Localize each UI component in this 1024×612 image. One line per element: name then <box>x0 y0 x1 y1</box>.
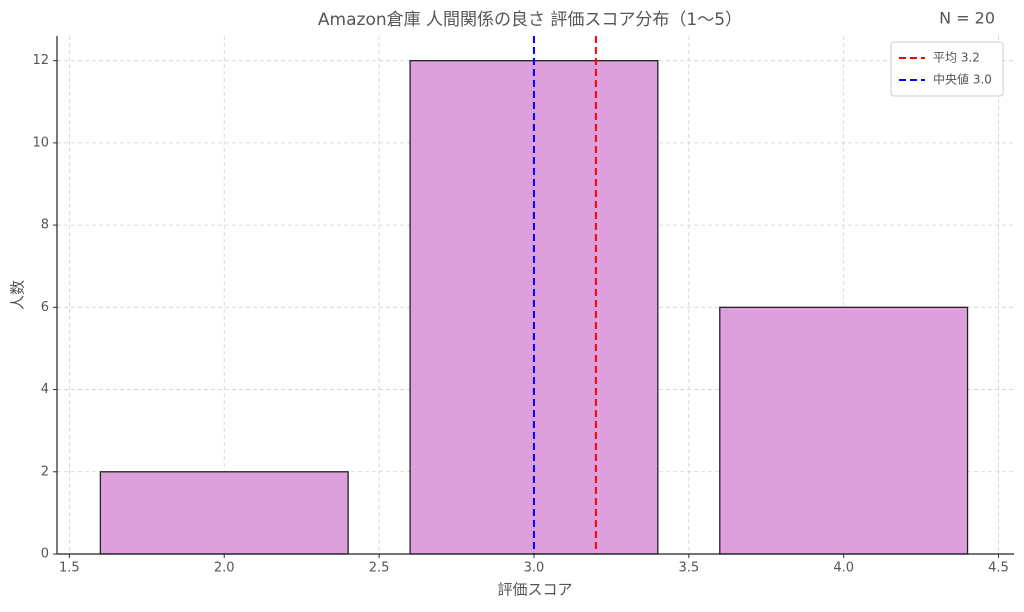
y-tick-label: 8 <box>41 218 49 233</box>
x-tick-label: 1.5 <box>59 561 80 576</box>
x-tick-label: 3.0 <box>524 561 545 576</box>
legend-box <box>890 41 1004 97</box>
y-tick-label: 2 <box>41 464 49 479</box>
y-tick-label: 4 <box>41 382 49 397</box>
legend-label: 平均 3.2 <box>933 51 980 65</box>
x-tick-label: 2.5 <box>369 561 390 576</box>
x-tick-label: 4.5 <box>988 561 1009 576</box>
x-axis-label: 評価スコア <box>497 581 572 599</box>
bar <box>719 306 969 555</box>
chart-title: Amazon倉庫 人間関係の良さ 評価スコア分布（1〜5） <box>318 10 742 30</box>
x-tick-label: 2.0 <box>214 561 235 576</box>
y-tick-label: 12 <box>32 53 49 68</box>
x-tick-label: 4.0 <box>833 561 854 576</box>
y-axis-label: 人数 <box>9 280 27 310</box>
y-tick-label: 0 <box>41 547 49 562</box>
legend: 平均 3.2 中央値 3.0 <box>890 41 1004 97</box>
bar <box>99 471 349 555</box>
annotation: N = 20 <box>939 9 995 28</box>
legend-label: 中央値 3.0 <box>933 72 992 87</box>
y-tick-label: 10 <box>32 135 49 150</box>
y-tick-label: 6 <box>41 300 49 315</box>
x-tick-label: 3.5 <box>678 561 699 576</box>
